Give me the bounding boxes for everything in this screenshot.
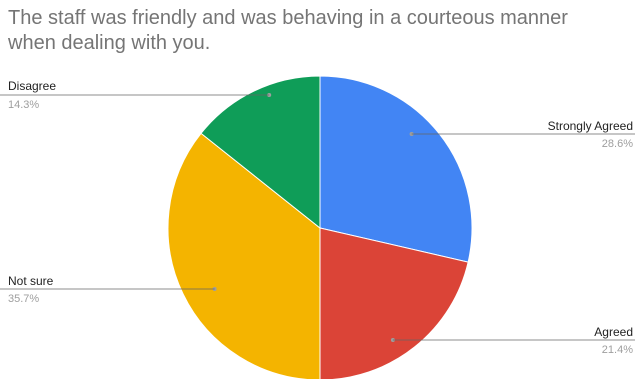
slice-label-agreed: Agreed xyxy=(594,325,633,339)
slice-label-disagree: Disagree xyxy=(8,79,56,93)
slice-label-not-sure: Not sure xyxy=(8,274,54,288)
slice-value-agreed: 21.4% xyxy=(602,344,633,356)
slice-value-strongly-agreed: 28.6% xyxy=(602,138,633,150)
pie-slice-not-sure xyxy=(167,132,321,379)
pie-slices xyxy=(167,75,473,379)
pie-slice-strongly-agreed xyxy=(319,75,473,263)
pie-slice-disagree xyxy=(200,75,321,230)
slice-label-strongly-agreed: Strongly Agreed xyxy=(548,119,633,133)
slice-value-not-sure: 35.7% xyxy=(8,293,39,305)
pie-callouts: Strongly Agreed 28.6% Agreed 21.4% Not sure 3… xyxy=(0,79,635,356)
slice-value-disagree: 14.3% xyxy=(8,99,39,111)
chart-title: The staff was friendly and was behaving … xyxy=(8,7,568,54)
